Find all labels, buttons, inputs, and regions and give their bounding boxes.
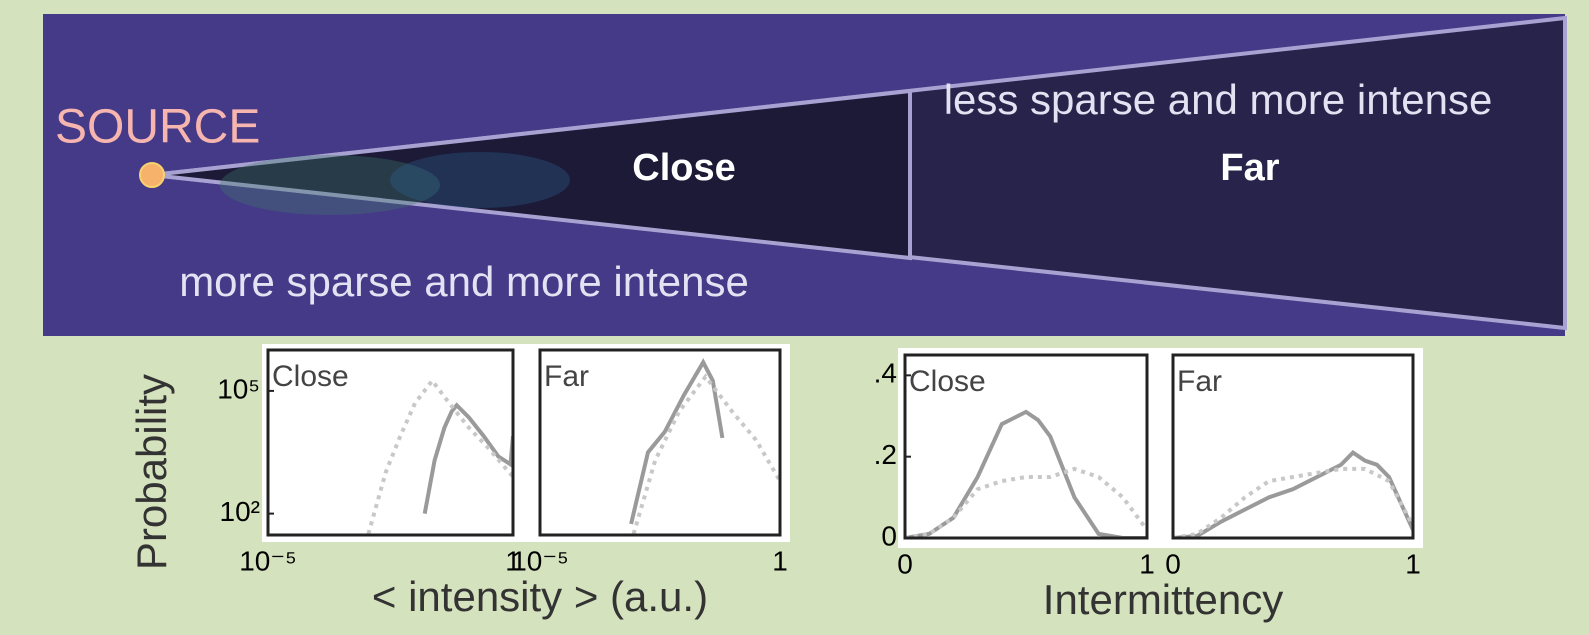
panel-title: Close bbox=[909, 365, 986, 398]
panel-title: Far bbox=[544, 360, 589, 393]
x-tick-label: 0 bbox=[1165, 548, 1181, 579]
x-tick-label: 10⁻⁵ bbox=[239, 545, 297, 576]
x-tick-label: 0 bbox=[897, 548, 913, 579]
figure: SOURCE Close Far less sparse and more in… bbox=[0, 0, 1589, 635]
panel-title: Close bbox=[272, 360, 349, 393]
source-label: SOURCE bbox=[55, 101, 260, 154]
panel-title: Far bbox=[1177, 365, 1222, 398]
y-tick-label: .2 bbox=[874, 439, 897, 470]
x-tick-label: 1 bbox=[772, 545, 788, 576]
far-label: Far bbox=[1220, 147, 1279, 189]
y-axis-label: Probability bbox=[128, 374, 175, 570]
y-tick-label: 0 bbox=[881, 520, 897, 551]
x-axis-label: < intensity > (a.u.) bbox=[372, 573, 708, 620]
page: SOURCE Close Far less sparse and more in… bbox=[0, 0, 1589, 635]
source-dot bbox=[140, 163, 164, 187]
x-tick-label: 1 bbox=[1139, 548, 1155, 579]
y-tick-label: 10⁵ bbox=[217, 373, 260, 404]
near-note: more sparse and more intense bbox=[179, 258, 749, 305]
x-axis-label: Intermittency bbox=[1043, 576, 1283, 623]
y-tick-label: 10² bbox=[220, 496, 260, 527]
y-tick-label: .4 bbox=[874, 358, 897, 389]
far-note: less sparse and more intense bbox=[944, 76, 1493, 123]
close-label: Close bbox=[632, 147, 735, 189]
x-tick-label: 1 bbox=[1405, 548, 1421, 579]
x-tick-label: 10⁻⁵ bbox=[511, 545, 569, 576]
plume bbox=[390, 152, 570, 208]
